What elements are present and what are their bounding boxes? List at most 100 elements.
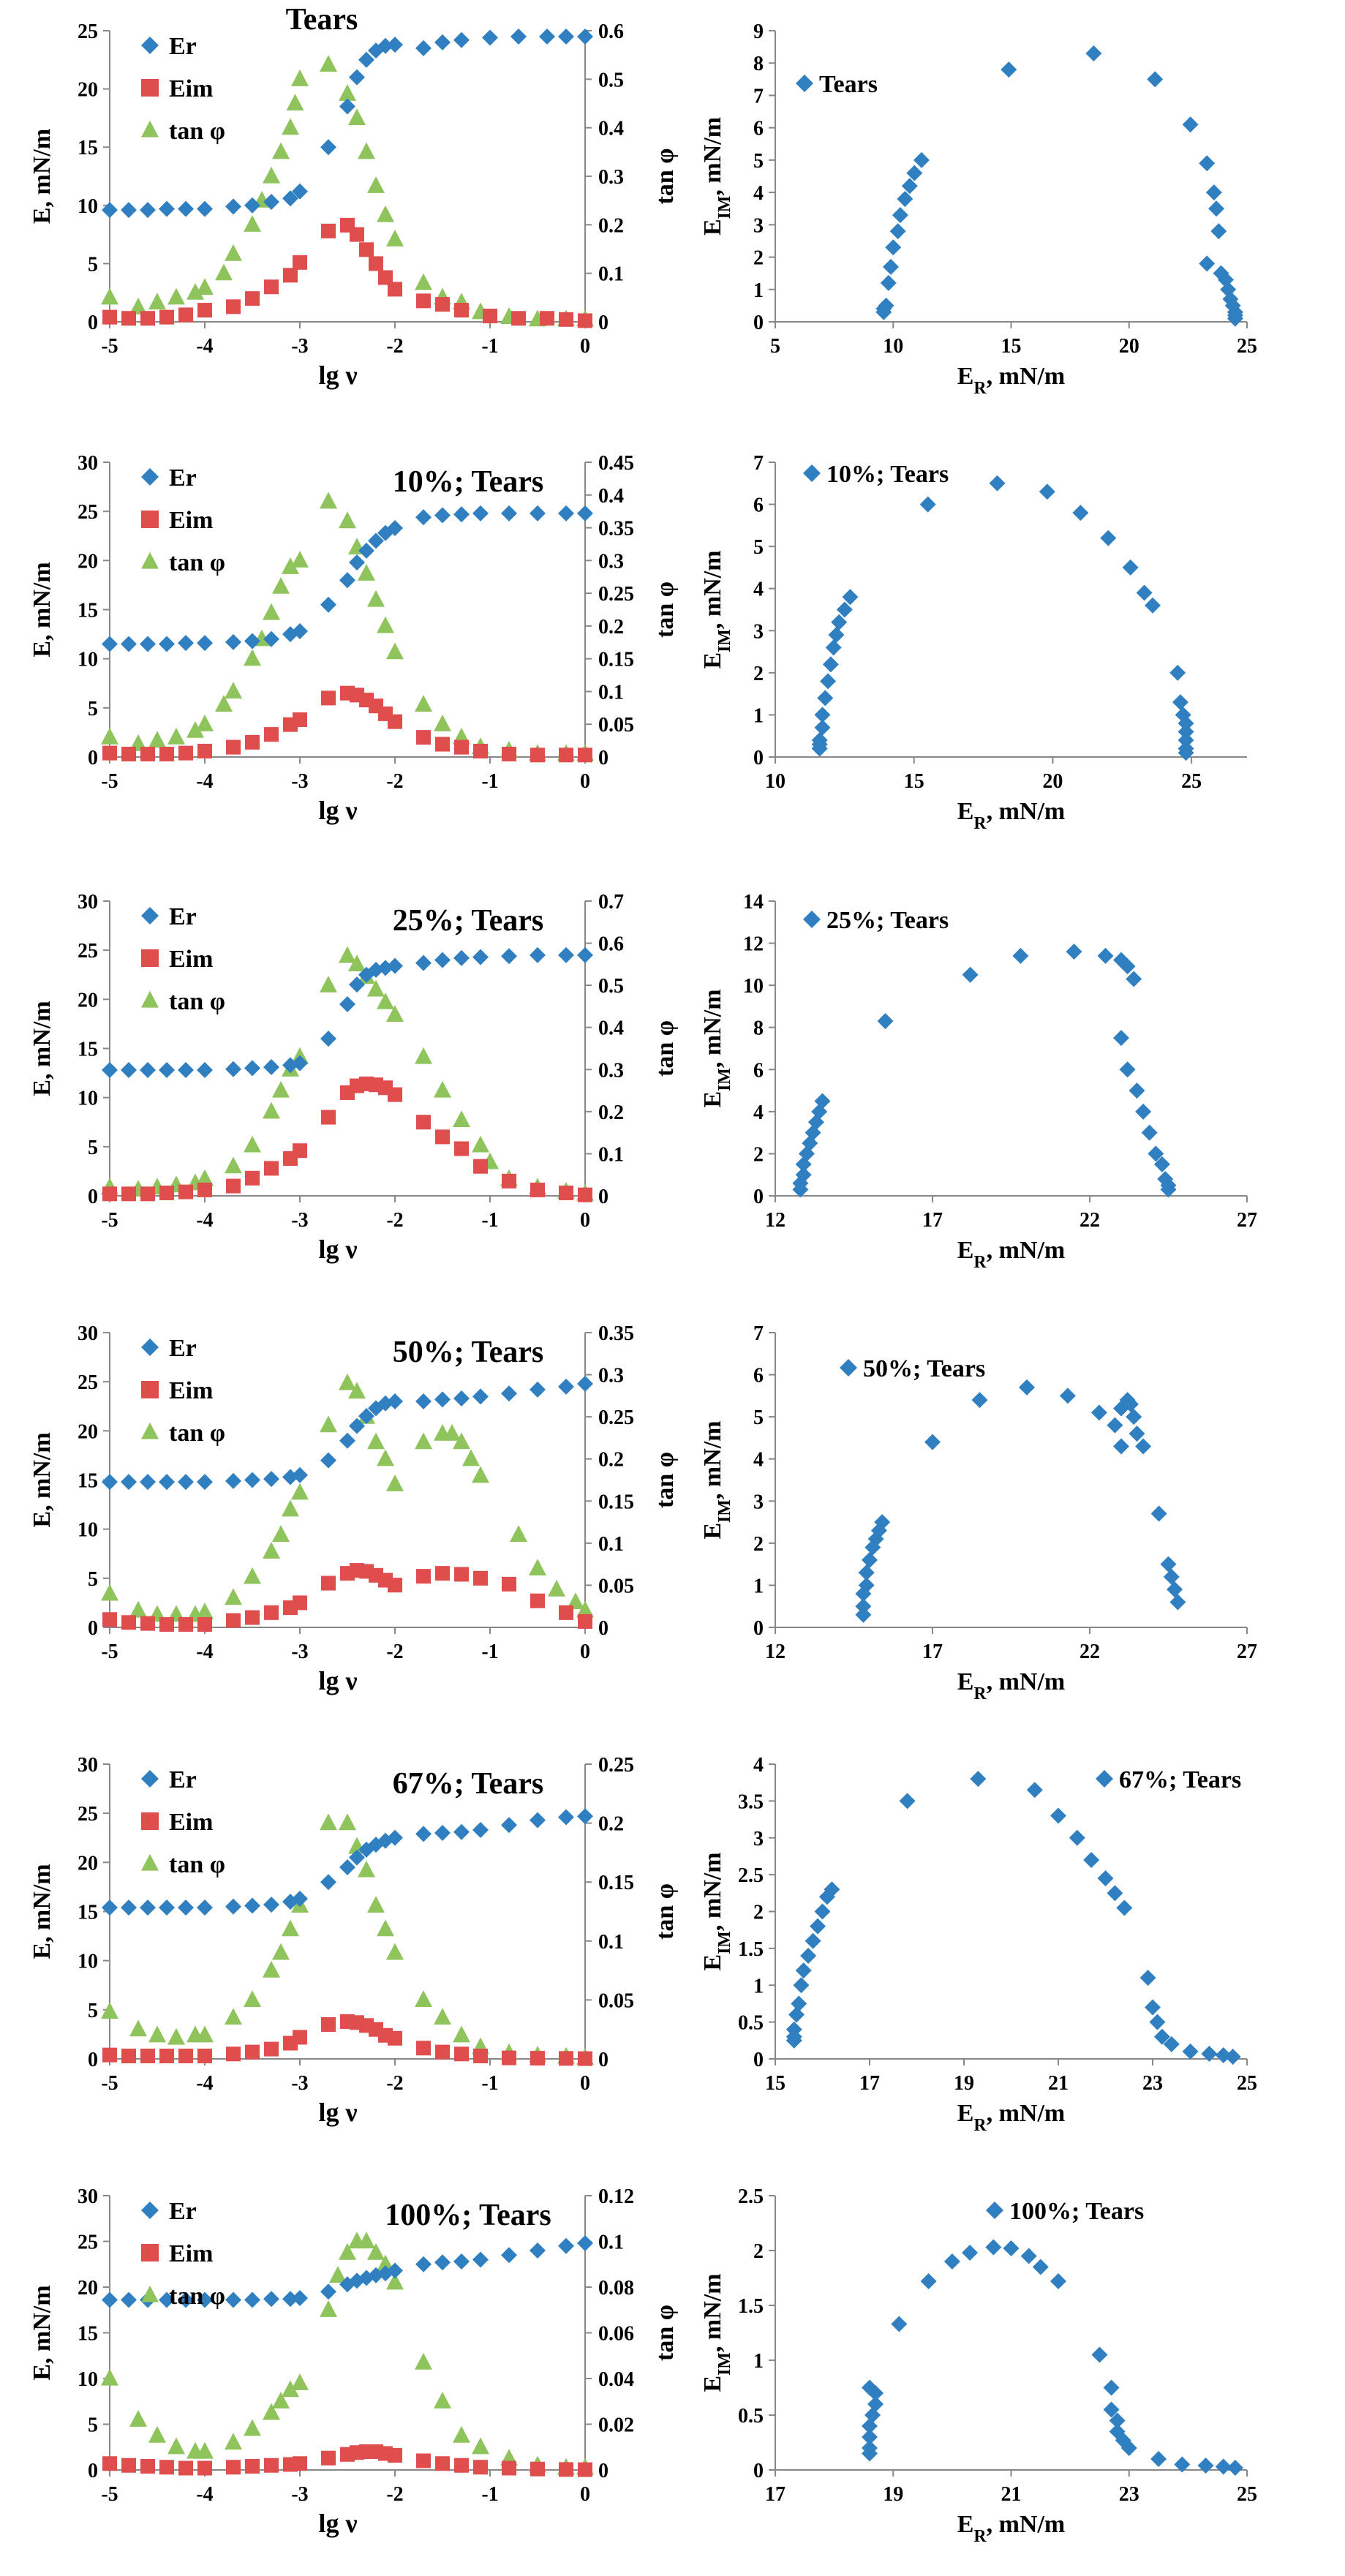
- er-point: [339, 572, 355, 589]
- data-point: [880, 274, 897, 291]
- er-point: [320, 2283, 336, 2300]
- data-point: [1147, 71, 1164, 88]
- x-axis-label: lg ν: [318, 1666, 357, 1695]
- eim-point: [416, 730, 431, 745]
- er-point: [292, 2290, 308, 2306]
- data-point: [1113, 1438, 1129, 1455]
- tan-phi-point: [291, 551, 309, 568]
- er-point: [501, 948, 517, 965]
- cole-cole-chart: 5 10 15 20 25 0 1 2 3 4 5 6 7 8 9 EIM, mN/m ER, mN/m Tear…: [699, 20, 1257, 398]
- er-point: [102, 1062, 118, 1079]
- y-axis-label: EIM, mN/m: [699, 1852, 734, 1970]
- y-tick-label: 0.5: [738, 2405, 764, 2428]
- data-point: [1178, 723, 1194, 740]
- legend-label: Eim: [169, 1809, 213, 1836]
- tan-phi-point: [320, 492, 337, 509]
- data-point: [962, 2245, 979, 2261]
- er-point: [558, 1809, 574, 1826]
- eim-point: [140, 746, 155, 761]
- y-axis-label: EIM, mN/m: [699, 2273, 734, 2392]
- eim-point: [159, 309, 174, 325]
- tan-phi-point: [148, 2425, 166, 2443]
- y-tick-label: 1.5: [738, 1938, 764, 1961]
- data-point: [1163, 2035, 1180, 2052]
- eim-point: [121, 2458, 136, 2473]
- data-point: [1182, 116, 1199, 133]
- tan-phi-point: [272, 1080, 290, 1098]
- data-point: [1097, 1870, 1114, 1887]
- x-tick-label: 25: [1237, 335, 1257, 358]
- eim-point: [293, 712, 307, 727]
- y2-tick-label: 0.7: [598, 891, 624, 914]
- eim-point: [140, 2459, 155, 2474]
- er-point: [320, 1452, 336, 1469]
- eim-point: [178, 2460, 193, 2476]
- x-tick-label: 0: [580, 335, 590, 358]
- data-point: [1026, 1782, 1043, 1799]
- eim-point: [226, 1178, 241, 1194]
- data-point: [1129, 1082, 1145, 1099]
- data-point: [1085, 45, 1102, 61]
- legend-marker: [986, 2202, 1003, 2219]
- data-point: [858, 1564, 875, 1581]
- y-tick-label: 1: [753, 1575, 764, 1597]
- data-point: [814, 707, 831, 723]
- data-point: [899, 1793, 916, 1809]
- y2-tick-label: 0.5: [598, 975, 624, 998]
- data-point: [1100, 530, 1117, 546]
- data-point: [820, 673, 837, 690]
- y2-tick-label: 0: [598, 2049, 609, 2071]
- eim-point: [226, 2046, 241, 2062]
- tan-phi-point: [320, 975, 337, 993]
- data-point: [855, 1606, 872, 1623]
- er-point: [197, 1062, 213, 1079]
- er-point: [558, 28, 574, 45]
- y-tick-label: 15: [78, 1902, 98, 1924]
- x-tick-label: 0: [580, 1209, 590, 1232]
- tan-phi-point: [167, 2437, 185, 2455]
- eim-point: [578, 2051, 592, 2066]
- data-point: [810, 1918, 826, 1935]
- x-axis-label: lg ν: [318, 2509, 357, 2538]
- data-point: [1107, 1885, 1123, 1902]
- er-point: [292, 183, 308, 200]
- er-point: [178, 200, 194, 217]
- eim-point: [264, 1161, 279, 1176]
- y-tick-label: 7: [753, 452, 764, 475]
- er-point: [197, 1899, 213, 1916]
- er-point: [225, 198, 241, 215]
- y-axis-label: E, mN/m: [29, 1864, 56, 1959]
- tan-phi-point: [101, 727, 118, 745]
- data-point: [1003, 2240, 1020, 2256]
- eim-point: [226, 299, 241, 315]
- er-point: [482, 29, 498, 46]
- y-axis-label: EIM, mN/m: [699, 117, 734, 236]
- tan-phi-point: [196, 715, 214, 731]
- er-point: [387, 2262, 403, 2279]
- data-point: [858, 1577, 875, 1594]
- data-point: [1169, 1594, 1186, 1611]
- er-point: [501, 1385, 517, 1402]
- tan-phi-point: [348, 954, 366, 971]
- er-point: [225, 1472, 241, 1489]
- legend-marker: [141, 1422, 159, 1439]
- y-tick-label: 8: [753, 53, 764, 75]
- tan-phi-point: [434, 715, 451, 731]
- x-tick-label: 0: [580, 1641, 590, 1663]
- tan-phi-point: [453, 1432, 470, 1450]
- legend-label: Eim: [169, 946, 213, 973]
- tan-phi-point: [244, 1567, 261, 1584]
- er-point: [263, 1059, 279, 1076]
- tan-phi-point: [282, 2380, 299, 2398]
- tan-phi-point: [386, 1943, 404, 1960]
- data-point: [1066, 944, 1082, 960]
- data-point: [1122, 559, 1139, 576]
- x-tick-label: -2: [386, 1209, 403, 1232]
- tan-phi-point: [434, 2392, 451, 2409]
- y-tick-label: 5: [88, 253, 98, 276]
- x-tick-label: 25: [1237, 2483, 1257, 2506]
- er-point: [159, 1899, 175, 1916]
- data-point: [1139, 1970, 1156, 1986]
